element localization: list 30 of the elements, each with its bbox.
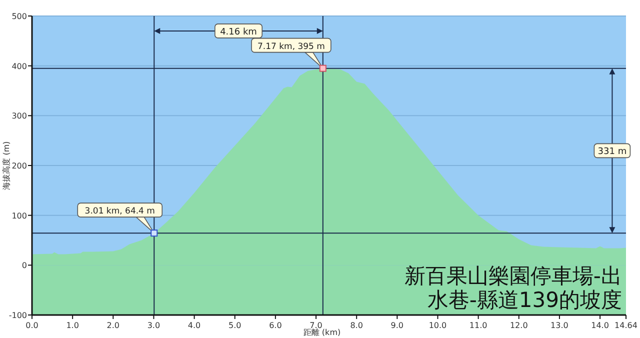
x-tick-label: 6.0 [269, 321, 282, 330]
x-axis-title: 距離 (km) [303, 328, 341, 337]
x-tick-label: 2.0 [106, 321, 120, 330]
x-tick-label: 1.0 [66, 321, 79, 330]
x-tick-label: 10.0 [428, 321, 447, 330]
x-tick-label: 3.0 [147, 321, 160, 330]
x-tick-label: 12.0 [510, 321, 528, 330]
x-tick-label: 14.64 [614, 321, 638, 330]
x-tick-label: 14.0 [591, 321, 609, 330]
x-tick-label: 0.0 [26, 321, 38, 330]
x-tick-label: 13.0 [550, 321, 568, 330]
x-tick-label: 7.0 [310, 321, 322, 330]
text: 新百果山樂園停車場-出水巷-縣道139的坡度 [404, 264, 622, 312]
x-tick-label: 9.0 [390, 321, 404, 330]
y-tick-label: 300 [12, 112, 27, 121]
x-tick-label: 4.0 [188, 321, 201, 330]
y-tick-label: 100 [12, 211, 27, 220]
y-tick-label: 500 [12, 12, 27, 21]
y-tick-label: 0 [22, 261, 27, 270]
annotation: 331 m [598, 147, 627, 158]
y-tick-label: 400 [12, 62, 27, 71]
annotation: 7.17 km, 395 m [257, 42, 325, 52]
annotation: 3.01 km, 64.4 m [84, 206, 155, 217]
annotation: 4.16 km [220, 27, 257, 38]
y-axis-title: 海拔高度 (m) [2, 141, 11, 190]
y-tick-label: -100 [8, 311, 27, 320]
y-tick-label: 200 [12, 162, 27, 170]
x-tick-label: 5.0 [228, 321, 242, 330]
x-tick-label: 8.0 [350, 321, 363, 330]
x-tick-label: 11.0 [469, 321, 488, 330]
